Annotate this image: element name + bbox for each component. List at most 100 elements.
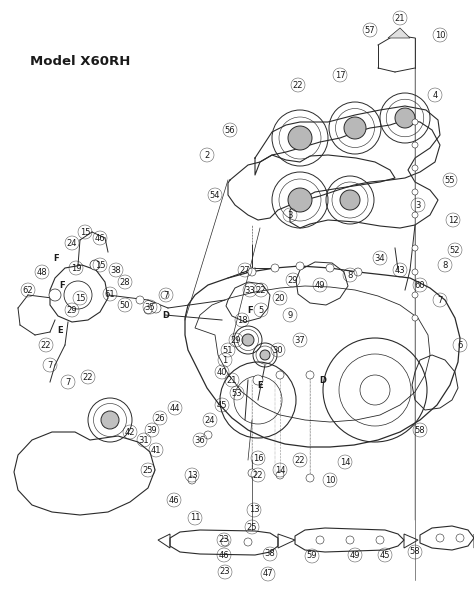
Text: 10: 10 [435, 31, 445, 39]
Text: 53: 53 [232, 389, 242, 397]
Circle shape [316, 536, 324, 544]
Circle shape [136, 296, 144, 304]
Text: 17: 17 [335, 71, 346, 79]
Text: 30: 30 [273, 346, 283, 354]
Text: 61: 61 [105, 289, 115, 298]
Text: 38: 38 [110, 265, 121, 274]
Text: 26: 26 [155, 413, 165, 422]
Text: 29: 29 [231, 335, 241, 344]
Circle shape [188, 476, 196, 484]
Text: 1: 1 [222, 356, 228, 365]
Circle shape [161, 291, 169, 299]
Text: 29: 29 [288, 276, 298, 284]
Text: 49: 49 [350, 551, 360, 559]
Text: E: E [57, 325, 63, 335]
Circle shape [412, 142, 418, 148]
Text: 40: 40 [217, 368, 227, 376]
Text: 57: 57 [365, 26, 375, 34]
Text: 20: 20 [275, 293, 285, 303]
Text: 46: 46 [219, 551, 229, 559]
Circle shape [151, 303, 161, 313]
Circle shape [412, 245, 418, 251]
Text: 22: 22 [41, 341, 51, 349]
Circle shape [244, 538, 252, 546]
Text: 33: 33 [245, 286, 255, 295]
Text: F: F [247, 306, 253, 314]
Circle shape [248, 268, 256, 276]
Circle shape [354, 268, 362, 276]
Circle shape [253, 375, 263, 385]
Text: 54: 54 [210, 190, 220, 200]
Text: 22: 22 [256, 286, 266, 295]
Text: 22: 22 [83, 373, 93, 381]
Text: 6: 6 [457, 341, 463, 349]
Text: 35: 35 [145, 303, 155, 311]
Text: D: D [319, 376, 327, 384]
Text: 15: 15 [80, 228, 90, 236]
Circle shape [395, 108, 415, 128]
Text: 14: 14 [275, 465, 285, 475]
Text: 49: 49 [315, 281, 325, 289]
Circle shape [344, 117, 366, 139]
Text: 28: 28 [120, 278, 130, 287]
Text: 4: 4 [432, 90, 438, 99]
Text: 8: 8 [442, 260, 447, 270]
Circle shape [288, 188, 312, 212]
Text: 56: 56 [225, 125, 235, 134]
Circle shape [242, 334, 254, 346]
Text: 7: 7 [47, 360, 53, 370]
Text: 24: 24 [205, 416, 215, 424]
Text: 3: 3 [287, 211, 292, 219]
Circle shape [412, 315, 418, 321]
Text: 59: 59 [307, 551, 317, 561]
Text: 21: 21 [227, 376, 237, 384]
Text: 58: 58 [415, 426, 425, 435]
Circle shape [296, 262, 304, 270]
Circle shape [248, 469, 256, 477]
Polygon shape [388, 28, 410, 38]
Circle shape [412, 189, 418, 195]
Text: 38: 38 [264, 550, 275, 559]
Text: 37: 37 [295, 335, 305, 344]
Circle shape [306, 371, 314, 379]
Text: 58: 58 [410, 548, 420, 556]
Text: 36: 36 [195, 435, 205, 445]
Text: 13: 13 [187, 470, 197, 480]
Text: 39: 39 [146, 426, 157, 435]
Text: 29: 29 [67, 306, 77, 314]
Text: 21: 21 [395, 14, 405, 23]
Text: 2: 2 [204, 150, 210, 160]
Circle shape [376, 536, 384, 544]
Text: 23: 23 [219, 535, 229, 545]
Text: E: E [257, 381, 263, 389]
Circle shape [260, 350, 270, 360]
Circle shape [456, 534, 464, 542]
Circle shape [412, 119, 418, 125]
Text: 51: 51 [223, 346, 233, 354]
Circle shape [221, 538, 229, 546]
Text: 7: 7 [65, 378, 71, 386]
Circle shape [204, 431, 212, 439]
Text: 47: 47 [263, 570, 273, 578]
Text: 11: 11 [190, 513, 200, 523]
Text: 22: 22 [293, 80, 303, 90]
Text: 3: 3 [415, 201, 421, 209]
Text: 19: 19 [71, 263, 81, 273]
Text: 42: 42 [125, 427, 135, 437]
Circle shape [412, 269, 418, 275]
Circle shape [326, 264, 334, 272]
Circle shape [412, 212, 418, 218]
Text: 44: 44 [170, 403, 180, 413]
Circle shape [49, 289, 61, 301]
Text: 15: 15 [75, 293, 85, 303]
Text: 22: 22 [253, 470, 263, 480]
Text: 41: 41 [151, 446, 161, 454]
Text: 12: 12 [448, 216, 458, 225]
Circle shape [101, 411, 119, 429]
Text: 60: 60 [415, 281, 425, 289]
Text: 34: 34 [374, 254, 385, 263]
Text: 50: 50 [120, 300, 130, 309]
Text: 14: 14 [340, 457, 350, 467]
Text: 55: 55 [445, 176, 455, 184]
Text: 15: 15 [95, 260, 105, 270]
